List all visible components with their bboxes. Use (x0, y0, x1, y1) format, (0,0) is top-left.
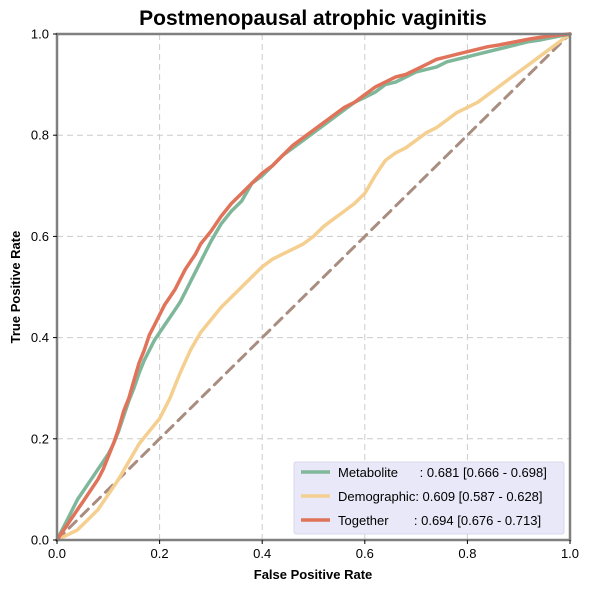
y-tick-label: 0.6 (31, 229, 49, 244)
chart-title: Postmenopausal atrophic vaginitis (139, 7, 487, 30)
y-tick-label: 0.8 (31, 128, 49, 143)
chance-diagonal-line (55, 32, 572, 542)
legend-label-together: Together : 0.694 [0.676 - 0.713] (338, 513, 541, 528)
series-line-together (55, 32, 572, 542)
x-tick-label: 0.8 (458, 546, 476, 561)
legend-label-demographic: Demographic: 0.609 [0.587 - 0.628] (338, 489, 543, 504)
series-layer (55, 32, 572, 542)
y-axis-label: True Positive Rate (8, 231, 23, 344)
y-tick-label: 0.4 (31, 330, 49, 345)
series-line-demographic (55, 32, 572, 542)
x-axis-label: False Positive Rate (254, 567, 373, 582)
x-tick-label: 1.0 (561, 546, 579, 561)
legend-label-metabolite: Metabolite : 0.681 [0.666 - 0.698] (338, 465, 547, 480)
x-tick-label: 0.4 (253, 546, 271, 561)
y-tick-label: 0.0 (31, 533, 49, 548)
y-tick-label: 1.0 (31, 27, 49, 42)
x-tick-label: 0.0 (48, 546, 66, 561)
y-tick-label: 0.2 (31, 431, 49, 446)
legend-box (293, 461, 565, 535)
x-tick-label: 0.2 (151, 546, 169, 561)
legend: Metabolite : 0.681 [0.666 - 0.698] Demog… (293, 461, 565, 535)
plot-frame (55, 32, 572, 542)
tick-layer: 0.0 0.2 0.4 0.6 0.8 1.0 0.0 0.2 0.4 0.6 0.8 1.0 (31, 27, 579, 562)
x-tick-label: 0.6 (356, 546, 374, 561)
